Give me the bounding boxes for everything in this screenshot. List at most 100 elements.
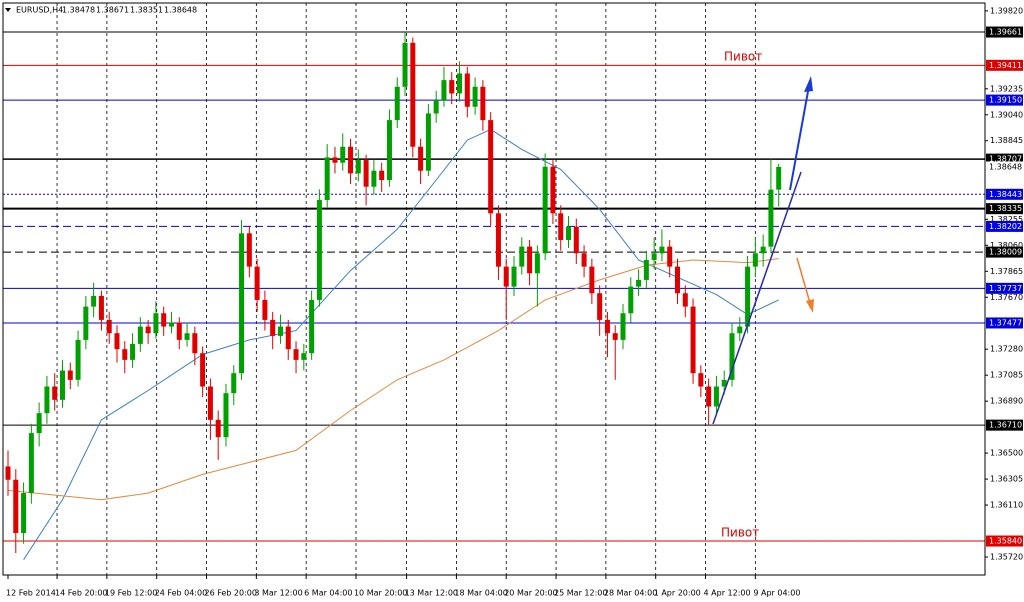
level-label: 1.39150 bbox=[989, 96, 1022, 105]
candle-body bbox=[558, 213, 564, 240]
candle-body bbox=[480, 86, 486, 121]
candle-body bbox=[184, 333, 190, 340]
pivot-label: Пивот bbox=[721, 526, 759, 540]
x-tick-label: 25 Mar 12:00 bbox=[554, 589, 607, 598]
x-tick-label: 26 Feb 20:00 bbox=[205, 589, 257, 598]
candle-body bbox=[449, 80, 455, 94]
candle-body bbox=[659, 246, 665, 254]
level-tag bbox=[986, 419, 1023, 431]
candle-body bbox=[270, 319, 276, 336]
level-label: 1.37477 bbox=[989, 318, 1022, 327]
trend-line bbox=[712, 171, 802, 425]
candle-body bbox=[106, 319, 112, 334]
y-tick-label: 1.36500 bbox=[990, 449, 1023, 458]
level-tag bbox=[986, 282, 1023, 294]
candle-body bbox=[122, 349, 128, 360]
candle-body bbox=[332, 157, 338, 163]
y-tick-label: 1.35720 bbox=[990, 553, 1023, 562]
candle-body bbox=[690, 306, 696, 374]
candle-body bbox=[137, 326, 143, 344]
candle-body bbox=[768, 189, 774, 247]
candle-body bbox=[348, 146, 354, 174]
arrow-down-head bbox=[806, 299, 814, 313]
candle-body bbox=[464, 73, 470, 107]
candle-body bbox=[729, 333, 735, 380]
candle-body bbox=[91, 295, 97, 307]
candle-body bbox=[612, 333, 618, 340]
candle-body bbox=[75, 339, 81, 380]
candle-body bbox=[628, 286, 634, 314]
low-value: 1.38351 bbox=[130, 6, 163, 15]
candle-body bbox=[457, 73, 463, 94]
level-tag bbox=[986, 246, 1023, 258]
candle-body bbox=[760, 246, 766, 254]
candle-body bbox=[285, 326, 291, 350]
x-tick-label: 24 Feb 04:00 bbox=[155, 589, 207, 598]
x-tick-label: 4 Apr 12:00 bbox=[704, 589, 751, 598]
candle-body bbox=[52, 386, 58, 400]
candle-body bbox=[589, 266, 595, 294]
candle-body bbox=[441, 80, 447, 101]
candle-body bbox=[67, 370, 73, 380]
x-tick-label: 6 Mar 04:00 bbox=[304, 589, 352, 598]
candle-body bbox=[386, 120, 392, 181]
plot-frame bbox=[2, 2, 986, 576]
candle-body bbox=[651, 253, 657, 260]
candle-body bbox=[636, 279, 642, 287]
x-tick-label: 9 Apr 04:00 bbox=[753, 589, 800, 598]
candle-body bbox=[262, 299, 268, 320]
arrow-down bbox=[796, 257, 811, 304]
candle-body bbox=[207, 386, 213, 420]
y-tick-label: 1.37670 bbox=[990, 293, 1023, 302]
candle-body bbox=[394, 86, 400, 121]
level-tag bbox=[986, 317, 1023, 329]
candle-body bbox=[776, 166, 782, 190]
candle-body bbox=[745, 266, 751, 327]
candle-body bbox=[44, 386, 50, 414]
candle-body bbox=[153, 313, 159, 334]
x-tick-label: 12 Feb 2014 bbox=[6, 589, 56, 598]
open-value: 1.38478 bbox=[62, 6, 95, 15]
candle-body bbox=[28, 433, 34, 494]
level-tag bbox=[986, 203, 1023, 215]
candle-body bbox=[379, 170, 385, 181]
candle-body bbox=[36, 413, 42, 434]
candle-body bbox=[293, 349, 299, 360]
candle-body bbox=[223, 393, 229, 438]
candle-body bbox=[5, 466, 11, 480]
candle-body bbox=[566, 226, 572, 240]
candle-body bbox=[59, 370, 65, 400]
menu-icon bbox=[5, 8, 11, 12]
candle-body bbox=[98, 295, 104, 320]
candle-body bbox=[752, 253, 758, 267]
price-label: 1.38648 bbox=[989, 162, 1022, 171]
candle-body bbox=[713, 386, 719, 407]
candle-body bbox=[200, 353, 206, 387]
candle-body bbox=[418, 146, 424, 171]
candle-body bbox=[542, 166, 548, 254]
y-tick-label: 1.38845 bbox=[990, 136, 1023, 145]
candle-body bbox=[706, 386, 712, 407]
y-tick-label: 1.37085 bbox=[990, 371, 1023, 380]
candle-body bbox=[239, 233, 245, 374]
candle-body bbox=[550, 166, 556, 214]
level-label: 1.38335 bbox=[989, 204, 1022, 213]
y-tick-label: 1.39235 bbox=[990, 84, 1023, 93]
price-tag bbox=[986, 161, 1023, 173]
arrow-up-head bbox=[804, 76, 813, 92]
level-label: 1.39661 bbox=[989, 28, 1022, 37]
x-tick-label: 28 Mar 04:00 bbox=[604, 589, 657, 598]
candle-body bbox=[495, 213, 501, 267]
high-value: 1.38671 bbox=[96, 6, 129, 15]
candle-body bbox=[433, 100, 439, 114]
candle-body bbox=[534, 253, 540, 274]
y-tick-label: 1.36110 bbox=[990, 501, 1023, 510]
candle-body bbox=[604, 319, 610, 334]
level-label: 1.38202 bbox=[989, 222, 1022, 231]
candle-body bbox=[168, 322, 174, 327]
candle-body bbox=[130, 343, 136, 360]
candle-body bbox=[161, 313, 167, 327]
level-tag bbox=[986, 59, 1023, 71]
y-tick-label: 1.39040 bbox=[990, 110, 1023, 119]
